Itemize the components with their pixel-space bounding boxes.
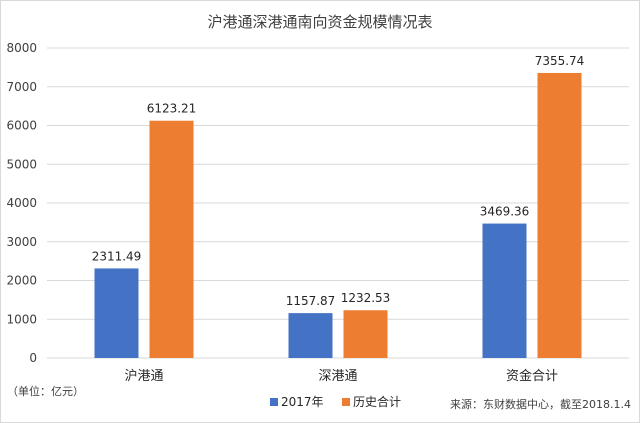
data-labels: 2311.49 6123.21 1157.87 1232.53 3469.36 7355.… [92, 54, 585, 308]
data-label: 3469.36 [480, 205, 530, 219]
y-tick-label: 6000 [6, 119, 37, 133]
source-note: 来源：东财数据中心，截至2018.1.4 [450, 397, 631, 411]
y-tick-label: 3000 [6, 235, 37, 249]
bar [288, 313, 333, 358]
x-tick-label: 资金合计 [506, 368, 558, 384]
legend-label: 历史合计 [353, 394, 401, 409]
y-tick-label: 2000 [6, 274, 37, 288]
legend-swatch [270, 398, 278, 406]
y-tick-label: 4000 [6, 196, 37, 210]
grid [47, 47, 629, 359]
bar [94, 268, 139, 358]
bar [537, 72, 582, 358]
data-label: 2311.49 [92, 249, 142, 263]
y-tick-label: 1000 [6, 312, 37, 326]
legend: 2017年 历史合计 [270, 394, 401, 409]
bar [343, 310, 388, 358]
y-axis: 0 1000 2000 3000 4000 5000 6000 7000 8000 [6, 41, 37, 365]
y-tick-label: 5000 [6, 157, 37, 171]
data-label: 7355.74 [535, 54, 585, 68]
chart-title: 沪港通深港通南向资金规模情况表 [207, 13, 432, 31]
data-label: 1232.53 [341, 291, 391, 305]
y-tick-label: 8000 [6, 41, 37, 55]
legend-label: 2017年 [281, 395, 324, 409]
y-tick-label: 7000 [6, 80, 37, 94]
x-tick-label: 沪港通 [124, 368, 163, 384]
y-tick-label: 0 [29, 351, 37, 365]
x-axis: 沪港通 深港通 资金合计 [124, 368, 558, 384]
unit-note: （单位：亿元） [7, 384, 84, 398]
x-tick-label: 深港通 [318, 369, 357, 384]
data-label: 6123.21 [147, 102, 197, 116]
legend-swatch [342, 398, 350, 406]
data-label: 1157.87 [286, 294, 336, 308]
bar [482, 223, 527, 358]
bars [94, 72, 582, 358]
bar [149, 120, 194, 358]
